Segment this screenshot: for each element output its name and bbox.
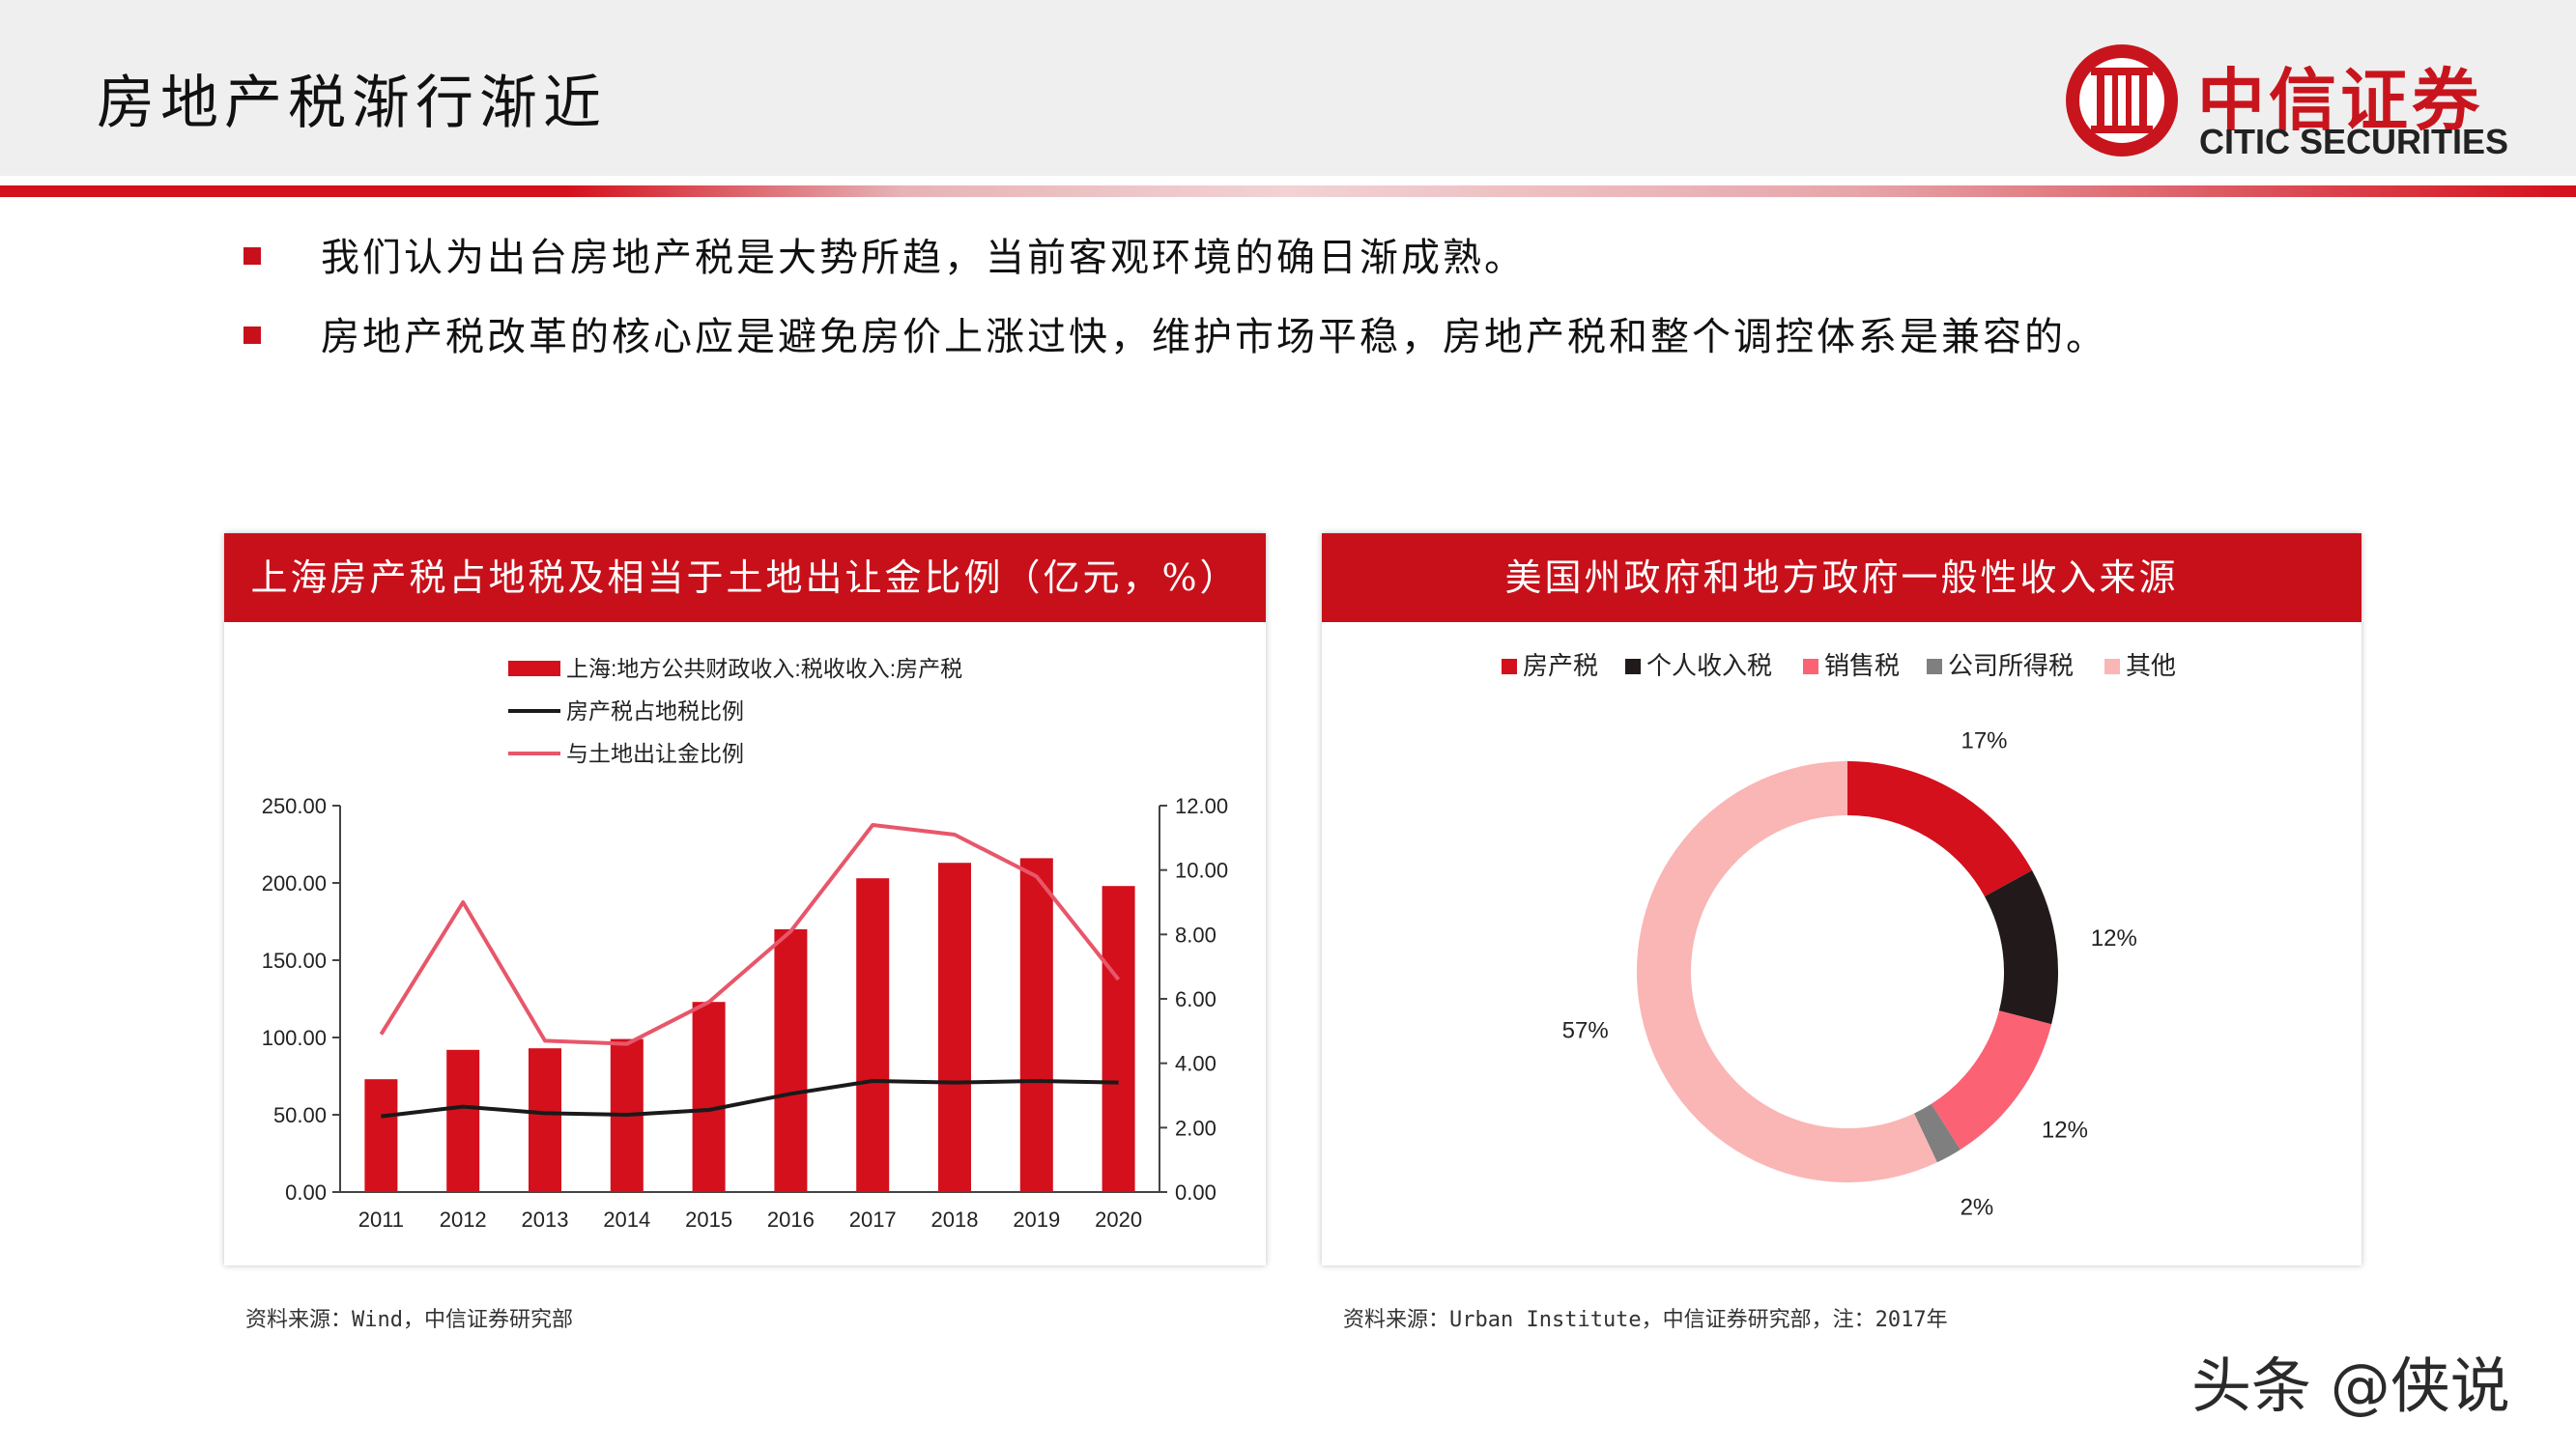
legend-swatch — [1927, 659, 1942, 674]
slice-label: 12% — [2042, 1117, 2088, 1143]
slice-label: 2% — [1961, 1195, 1994, 1221]
bar — [938, 863, 971, 1192]
legend-label: 销售税 — [1824, 651, 1900, 680]
watermark: 头条 @侠说 — [2191, 1350, 2510, 1421]
bar — [774, 929, 808, 1192]
donut-slice — [1984, 869, 2058, 1025]
x-tick-label: 2020 — [1095, 1208, 1142, 1232]
x-tick-label: 2012 — [440, 1208, 487, 1232]
bullet-text: 我们认为出台房地产税是大势所趋，当前客观环境的确日渐成熟。 — [321, 236, 1526, 280]
right-chart-panel: 美国州政府和地方政府一般性收入来源 17% 12% 12% 2% 57% 房产税 个人收入税… — [1322, 533, 2361, 1265]
legend-label: 上海:地方公共财政收入:税收收入:房产税 — [566, 656, 962, 681]
legend-swatch — [1803, 659, 1818, 674]
x-tick-label: 2016 — [767, 1208, 815, 1232]
slice-label: 57% — [1562, 1018, 1609, 1044]
right-tick-label: 0.00 — [1175, 1180, 1216, 1205]
donut-slice — [1846, 761, 2033, 897]
x-tick-label: 2017 — [849, 1208, 897, 1232]
x-tick-label: 2011 — [358, 1208, 404, 1232]
header-divider — [0, 185, 2576, 197]
legend-swatch — [2104, 659, 2120, 674]
legend-label: 房产税 — [1523, 651, 1598, 680]
bullet-square-icon — [243, 327, 261, 344]
x-tick-label: 2014 — [603, 1208, 650, 1232]
legend-swatch — [1502, 659, 1517, 674]
bar — [1102, 886, 1135, 1192]
left-chart-source: 资料来源：Wind，中信证券研究部 — [245, 1308, 573, 1332]
bullet-square-icon — [243, 247, 261, 265]
bar — [446, 1049, 480, 1192]
left-chart-title: 上海房产税占地税及相当于土地出让金比例（亿元，%） — [224, 533, 1266, 622]
series-line — [379, 823, 1121, 1046]
legend-label: 与土地出让金比例 — [566, 741, 744, 766]
bar — [856, 878, 890, 1192]
bullet-text: 房地产税改革的核心应是避免房价上涨过快，维护市场平稳，房地产税和整个调控体系是兼… — [321, 315, 2107, 359]
left-tick-label: 250.00 — [262, 794, 327, 818]
right-tick-label: 4.00 — [1175, 1052, 1216, 1076]
x-tick-label: 2018 — [931, 1208, 979, 1232]
right-tick-label: 8.00 — [1175, 923, 1216, 947]
left-chart-panel: 上海房产税占地税及相当于土地出让金比例（亿元，%） 250.00 200.00 15… — [224, 533, 1266, 1265]
left-tick-label: 200.00 — [262, 871, 327, 895]
legend-label: 公司所得税 — [1948, 651, 2074, 680]
legend-swatch — [1625, 659, 1641, 674]
left-tick-label: 0.00 — [285, 1180, 327, 1205]
right-tick-label: 12.00 — [1175, 794, 1228, 818]
combo-chart: 250.00 200.00 150.00 100.00 50.00 0.00 12.00 10… — [262, 656, 1228, 1232]
bar — [1019, 858, 1053, 1192]
right-chart-source: 资料来源：Urban Institute，中信证券研究部，注：2017年 — [1343, 1308, 1948, 1332]
right-tick-label: 10.00 — [1175, 859, 1228, 883]
x-tick-label: 2013 — [522, 1208, 569, 1232]
legend-swatch-bar — [508, 661, 560, 676]
x-tick-label: 2015 — [685, 1208, 732, 1232]
legend-label: 个人收入税 — [1646, 651, 1772, 680]
donut-slice — [1637, 761, 1937, 1182]
legend-label: 其他 — [2126, 651, 2176, 680]
bar — [364, 1079, 398, 1192]
logo-chinese-text: 中信证券 — [2197, 61, 2483, 140]
right-tick-label: 2.00 — [1175, 1116, 1216, 1140]
left-tick-label: 100.00 — [262, 1026, 327, 1050]
citic-logo: 中信证券 CITIC SECURITIES — [2062, 39, 2516, 164]
bar — [529, 1048, 561, 1192]
citic-emblem-icon — [2066, 44, 2178, 156]
page-title: 房地产税渐行渐近 — [97, 70, 607, 137]
right-chart-title: 美国州政府和地方政府一般性收入来源 — [1322, 533, 2361, 622]
donut-slice — [1931, 1009, 2052, 1151]
slice-label: 17% — [1961, 728, 2007, 754]
slice-label: 12% — [2091, 925, 2137, 952]
legend-label: 房产税占地税比例 — [566, 698, 744, 724]
bar — [692, 1002, 726, 1192]
series-line — [381, 1079, 1119, 1119]
x-tick-label: 2019 — [1013, 1208, 1060, 1232]
donut-chart: 17% 12% 12% 2% 57% 房产税 个人收入税 销售税 公司所得税 其他 — [1502, 651, 2176, 1221]
logo-english-text: CITIC SECURITIES — [2199, 122, 2509, 161]
left-tick-label: 150.00 — [262, 949, 327, 973]
left-tick-label: 50.00 — [273, 1103, 327, 1127]
donut-slice — [1913, 1103, 1961, 1163]
right-tick-label: 6.00 — [1175, 987, 1216, 1011]
